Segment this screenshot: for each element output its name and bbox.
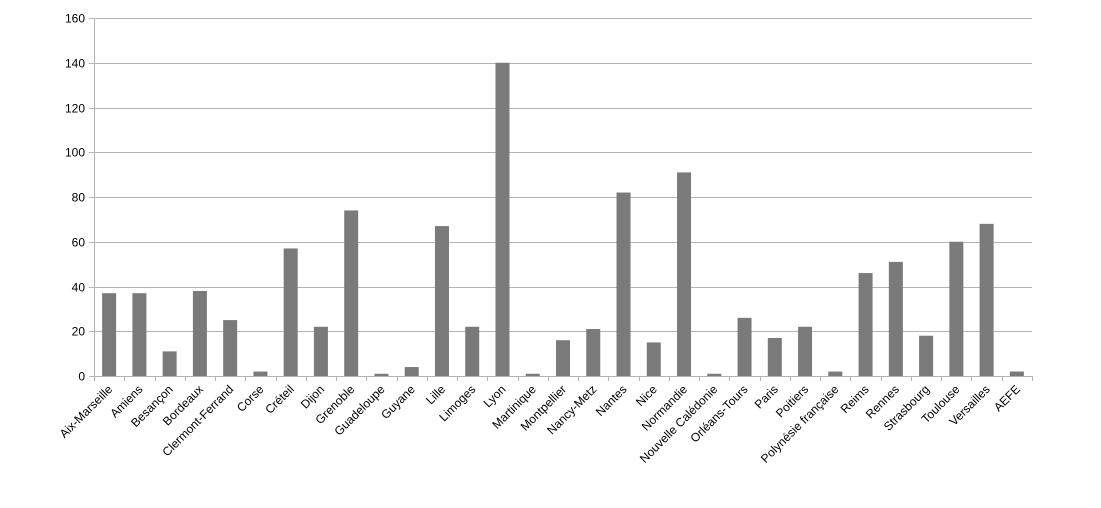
bar [313,326,328,376]
bar [434,226,449,376]
bar [344,210,359,376]
bar [102,293,117,376]
bar [888,261,903,376]
bar [616,192,631,376]
bar [1009,371,1024,376]
bar [949,241,964,376]
bar [465,326,480,376]
y-tick-label: 60 [72,236,86,250]
bar [919,335,934,376]
x-tick-label: Aix-Marseille [57,382,116,441]
bar [646,342,661,376]
bar [132,293,147,376]
x-tick-label: Nantes [593,382,630,419]
y-axis-ticks: 0 20 40 60 80 100 120 140 160 [65,12,85,384]
x-tick-label: Guyane [378,382,418,422]
x-tick-label: Créteil [262,382,296,416]
y-tick-label: 140 [65,57,85,71]
bar [677,172,692,376]
x-tick-label: Corse [234,382,267,415]
bar [192,290,207,376]
bar [404,367,419,376]
x-tick-label: AEFE [991,382,1023,414]
bar [525,373,540,376]
bars [102,62,1024,376]
bar [979,223,994,376]
x-axis-ticks: Aix-MarseilleAmiensBesançonBordeauxClerm… [57,382,1023,466]
y-tick-label: 120 [65,102,85,116]
bar [858,273,873,376]
y-tick-label: 100 [65,146,85,160]
gridlines [89,18,1033,381]
bar [223,320,238,376]
y-tick-label: 0 [78,370,85,384]
bar [828,371,843,376]
bar [495,62,510,376]
bar [707,373,722,376]
y-tick-label: 80 [72,191,86,205]
bar [586,329,601,376]
bar [374,373,389,376]
bar [556,340,570,376]
bar [798,326,813,376]
bar [767,337,782,376]
y-tick-label: 40 [72,281,86,295]
bar [162,351,177,376]
bar [283,248,298,376]
bar [737,317,752,376]
bar [253,371,268,376]
y-tick-label: 20 [72,325,86,339]
y-tick-label: 160 [65,12,85,26]
x-tick-label: Lille [423,382,448,407]
